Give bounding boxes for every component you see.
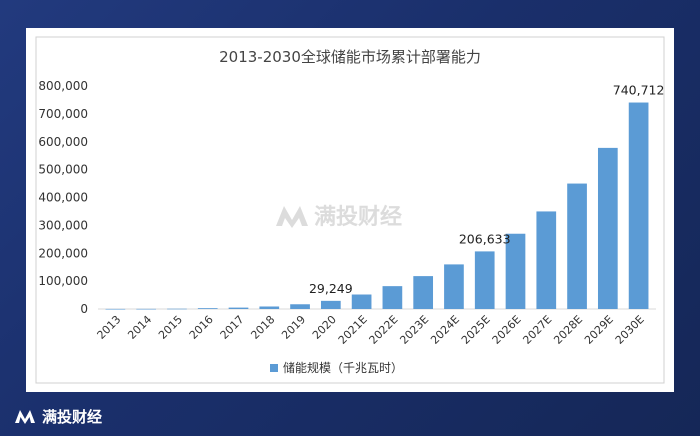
bar-2013 xyxy=(105,308,126,310)
x-tick-label: 2025E xyxy=(459,313,493,347)
watermark: 满投财经 xyxy=(276,204,402,230)
x-tick-label: 2014 xyxy=(125,313,154,342)
y-axis-ticks: 0 100,000 200,000 300,000 400,000 500,000 600,… xyxy=(38,79,88,316)
x-tick-label: 2021E xyxy=(336,313,370,347)
x-axis-ticks: 2013 2014 2015 2016 2017 2018 2019 20202021E202… xyxy=(95,313,647,347)
x-tick-label: 2028E xyxy=(551,313,585,347)
x-tick-label: 2017 xyxy=(218,313,247,342)
bar-2021E xyxy=(351,294,372,309)
y-tick-label: 300,000 xyxy=(38,218,88,232)
x-tick-label: 2013 xyxy=(95,313,124,342)
bar-2024E xyxy=(444,264,464,309)
x-tick-label: 2018 xyxy=(248,313,277,342)
x-tick-label: 2027E xyxy=(520,313,554,347)
y-tick-label: 0 xyxy=(80,302,88,316)
bar-2014 xyxy=(136,308,157,310)
x-tick-label: 2026E xyxy=(490,313,524,347)
bar-2027E xyxy=(536,211,557,309)
x-tick-label: 2019 xyxy=(279,313,308,342)
x-tick-label: 2024E xyxy=(428,313,462,347)
brand-logo-icon xyxy=(15,410,35,424)
watermark-text: 满投财经 xyxy=(314,204,402,230)
x-tick-label: 2023E xyxy=(397,313,431,347)
bar-2028E xyxy=(567,183,587,309)
data-label: 740,712 xyxy=(613,83,665,98)
chart-border xyxy=(35,36,665,384)
x-tick-label: 2015 xyxy=(156,313,185,342)
brand-name: 满投财经 xyxy=(42,407,103,426)
x-tick-label: 2016 xyxy=(187,313,216,342)
bar-2020 xyxy=(320,300,341,309)
bars xyxy=(105,102,649,310)
chart-card: 2013-2030全球储能市场累计部署能力 满投财经 0 100,000 200,0… xyxy=(26,28,674,392)
data-label: 206,633 xyxy=(459,231,511,246)
bar-2026E xyxy=(505,233,526,309)
y-tick-label: 700,000 xyxy=(38,107,88,121)
bar-2025E xyxy=(474,251,495,309)
y-tick-label: 600,000 xyxy=(38,135,88,149)
y-tick-label: 800,000 xyxy=(38,79,88,93)
bar-2023E xyxy=(413,276,434,309)
x-tick-label: 2022E xyxy=(367,313,401,347)
bar-2015 xyxy=(167,308,187,310)
y-tick-label: 500,000 xyxy=(38,163,88,177)
bar-2019 xyxy=(290,304,310,309)
bar-2022E xyxy=(382,286,403,309)
data-label: 29,249 xyxy=(309,281,353,296)
legend-label: 储能规模（千兆瓦时） xyxy=(283,360,403,375)
bar-2029E xyxy=(597,147,618,309)
y-tick-label: 200,000 xyxy=(38,246,88,260)
bar-2016 xyxy=(197,308,218,309)
y-tick-label: 100,000 xyxy=(38,274,88,288)
bar-2017 xyxy=(228,307,249,309)
x-tick-label: 2029E xyxy=(582,313,616,347)
y-tick-label: 400,000 xyxy=(38,191,88,205)
bar-2018 xyxy=(259,306,280,309)
data-labels: 29,249 206,633 740,712 xyxy=(309,83,665,296)
watermark-logo-icon xyxy=(276,206,308,228)
x-tick-label: 2030E xyxy=(613,313,647,347)
footer-brand: 满投财经 xyxy=(14,404,102,428)
legend: 储能规模（千兆瓦时） xyxy=(270,360,403,375)
chart-title: 2013-2030全球储能市场累计部署能力 xyxy=(219,48,481,66)
legend-swatch xyxy=(270,364,278,372)
bar-chart: 2013-2030全球储能市场累计部署能力 满投财经 0 100,000 200,0… xyxy=(35,36,665,384)
bar-2030E xyxy=(628,102,649,310)
